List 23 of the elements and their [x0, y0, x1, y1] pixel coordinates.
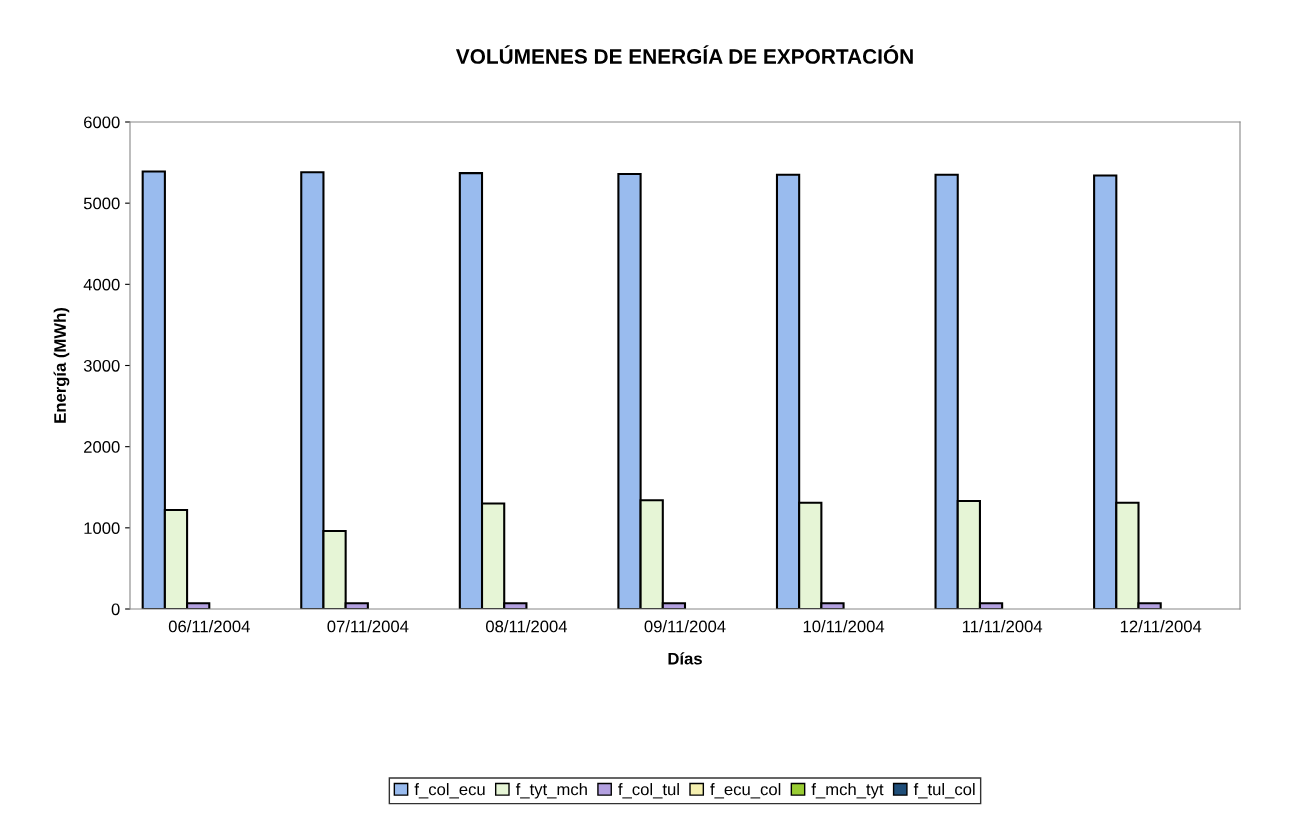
legend-label: f_mch_tyt — [811, 783, 884, 799]
y-tick-label: 0 — [111, 603, 120, 616]
legend-label: f_col_tul — [618, 783, 679, 799]
x-tick-label: 07/11/2004 — [327, 620, 409, 633]
legend-label: f_col_ecu — [414, 783, 485, 799]
legend-label: f_ecu_col — [710, 783, 781, 799]
x-tick-label: 09/11/2004 — [644, 620, 726, 633]
x-tick-label: 11/11/2004 — [962, 620, 1043, 633]
x-axis-title: Días — [668, 652, 702, 665]
x-tick-label: 10/11/2004 — [803, 620, 885, 633]
y-axis-title: Energía (MWh) — [53, 308, 70, 423]
x-tick-label: 08/11/2004 — [485, 620, 568, 633]
y-tick-label: 3000 — [83, 359, 120, 372]
y-tick-label: 2000 — [84, 441, 120, 453]
legend-label: f_tyt_mch — [515, 783, 587, 799]
legend-label: f_tul_col — [913, 783, 975, 799]
x-tick-label: 06/11/2004 — [168, 620, 250, 633]
y-tick-label: 6000 — [84, 116, 120, 129]
x-tick-label: 12/11/2004 — [1120, 620, 1202, 633]
y-tick-label: 5000 — [83, 197, 120, 210]
chart-title: VOLÚMENES DE ENERGÍA DE EXPORTACIÓN — [455, 45, 913, 64]
y-tick-label: 4000 — [83, 278, 120, 291]
y-tick-label: 1000 — [84, 522, 120, 535]
